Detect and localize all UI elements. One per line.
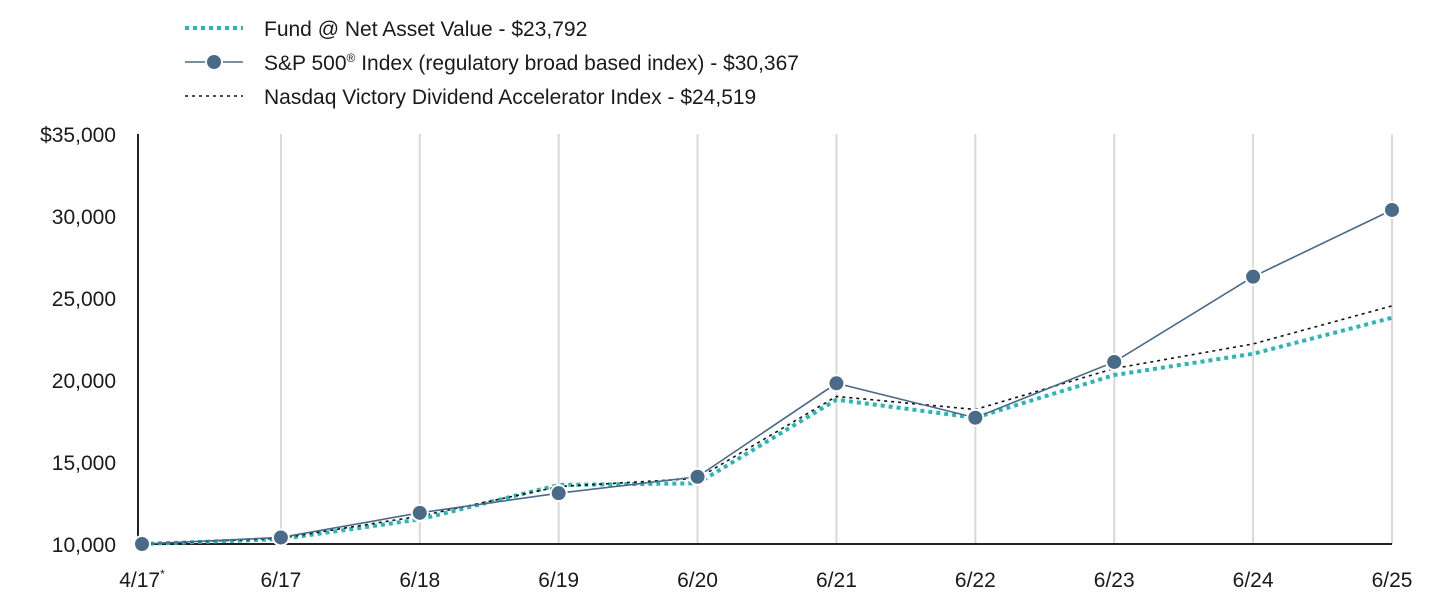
x-tick-label: 4/17* — [119, 567, 165, 592]
x-tick-label: 6/21 — [816, 569, 857, 592]
x-tick-label: 6/20 — [677, 569, 718, 592]
series-point-sp500 — [410, 503, 429, 522]
legend-label-nasdaq: Nasdaq Victory Dividend Accelerator Inde… — [264, 86, 756, 109]
x-tick-label: 6/23 — [1094, 569, 1135, 592]
legend-marker-sp500 — [205, 53, 223, 71]
plot-area: 10,000 15,000 20,000 25,000 30,000 $35,000 4/1… — [40, 124, 1412, 592]
legend-label-fund: Fund @ Net Asset Value - $23,792 — [264, 18, 587, 41]
series-point-sp500 — [827, 374, 846, 393]
legend-item-fund: Fund @ Net Asset Value - $23,792 — [185, 18, 587, 41]
series-line-0 — [141, 315, 1393, 546]
x-tick-label: 6/19 — [538, 569, 579, 592]
y-tick-label: 20,000 — [52, 370, 116, 393]
legend-label-sp500: S&P 500® Index (regulatory broad based i… — [264, 51, 799, 75]
y-tick-label: 30,000 — [52, 206, 116, 229]
y-tick-label: $35,000 — [40, 124, 116, 147]
series-point-sp500 — [1383, 200, 1401, 219]
series-line-2 — [141, 305, 1393, 545]
y-tick-label: 10,000 — [52, 534, 116, 557]
x-tick-label: 6/25 — [1372, 569, 1413, 592]
x-tick-label: 6/17 — [260, 569, 301, 592]
y-tick-label: 15,000 — [52, 452, 116, 475]
series-point-sp500 — [133, 535, 151, 553]
x-tick-label: 6/18 — [399, 569, 440, 592]
series-line-1 — [141, 209, 1393, 545]
legend-item-sp500: S&P 500® Index (regulatory broad based i… — [185, 51, 799, 75]
series-point-sp500 — [549, 484, 568, 503]
series-point-sp500 — [1105, 352, 1124, 371]
chart-legend: Fund @ Net Asset Value - $23,792 S&P 500… — [185, 18, 799, 109]
series-point-sp500 — [1244, 267, 1263, 286]
series-point-sp500 — [688, 467, 707, 486]
series-point-sp500 — [966, 408, 985, 427]
y-tick-label: 25,000 — [52, 288, 116, 311]
series-point-sp500 — [271, 528, 290, 547]
x-tick-label: 6/24 — [1233, 569, 1274, 592]
legend-item-nasdaq: Nasdaq Victory Dividend Accelerator Inde… — [185, 86, 756, 109]
x-tick-label: 6/22 — [955, 569, 996, 592]
